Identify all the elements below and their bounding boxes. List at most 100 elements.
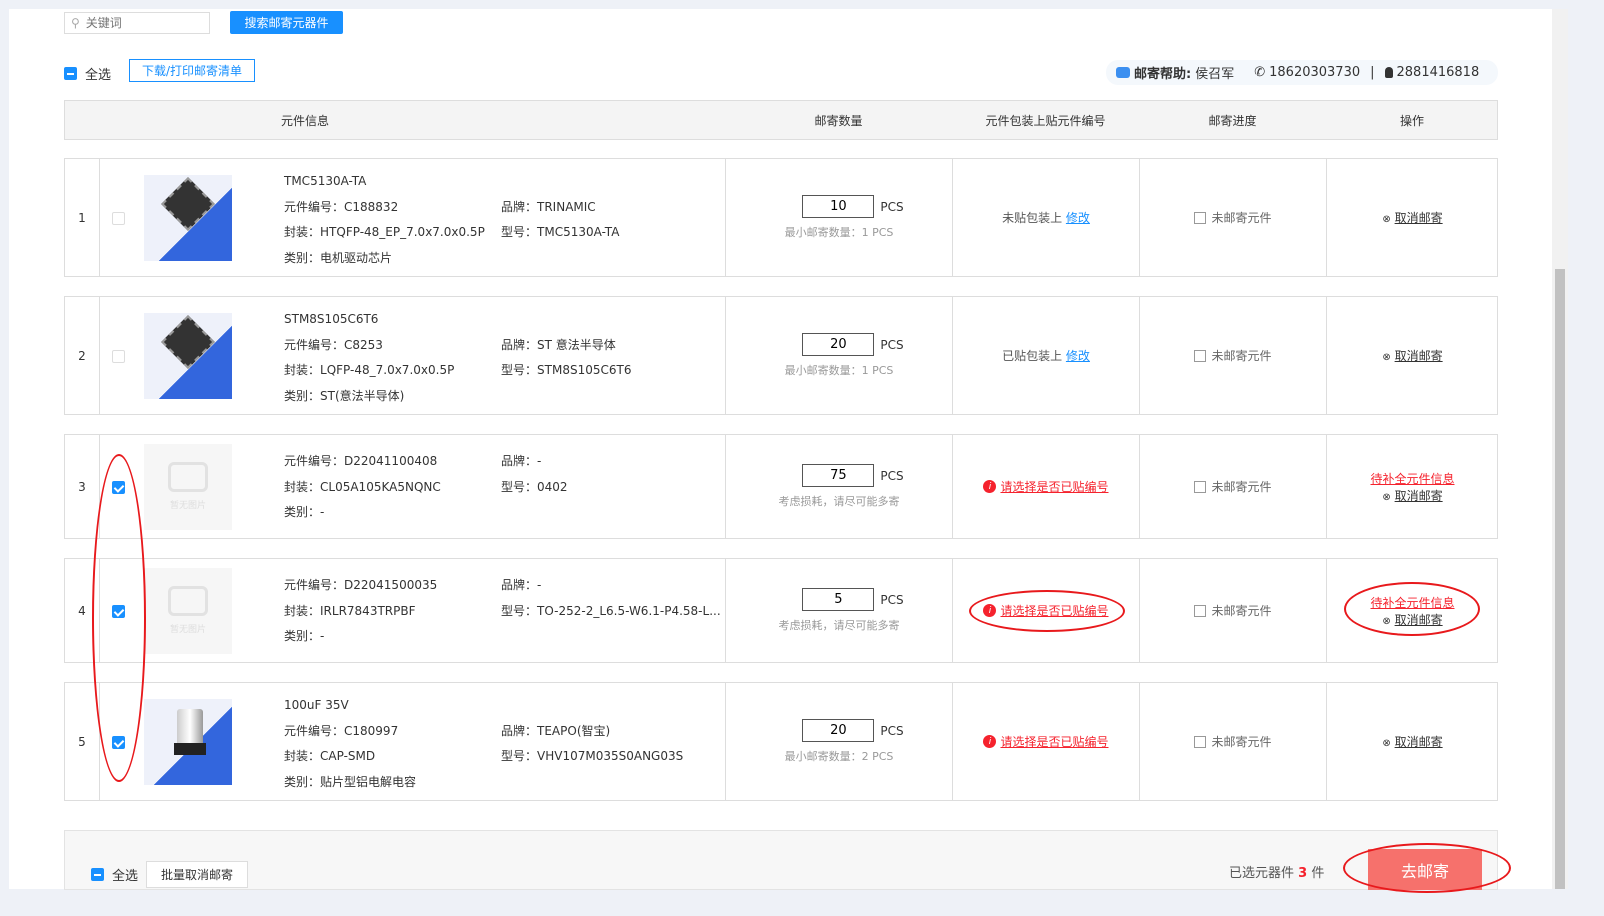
footer-select-all-label: 全选 <box>112 869 139 884</box>
box-icon <box>1194 480 1207 493</box>
row-checkbox[interactable] <box>112 211 125 225</box>
progress-cell: 未邮寄元件 <box>1139 159 1326 276</box>
label-status: 已贴包装上 <box>1002 349 1063 363</box>
select-all-checkbox[interactable] <box>64 67 77 80</box>
no-image-placeholder: 暂无图片 <box>144 567 232 654</box>
cancel-icon: ⊗ <box>1382 491 1391 503</box>
label-cell: i 请选择是否已贴编号 <box>952 683 1139 800</box>
choose-label-link[interactable]: 请选择是否已贴编号 <box>1000 480 1109 494</box>
annotation-ellipse-label <box>969 590 1125 632</box>
component-code: C180997 <box>344 723 399 738</box>
search-input[interactable] <box>85 16 196 30</box>
cancel-mail-link[interactable]: 取消邮寄 <box>1394 735 1443 749</box>
complete-info-link[interactable]: 待补全元件信息 <box>1370 471 1455 486</box>
ops-cell: ⊗ 取消邮寄 <box>1326 683 1498 800</box>
progress-status: 未邮寄元件 <box>1211 349 1272 363</box>
box-icon <box>1194 211 1207 224</box>
component-category: - <box>320 505 325 519</box>
qty-cell: PCS 考虑损耗，请尽可能多寄 <box>725 559 952 662</box>
row-index: 1 <box>78 210 86 225</box>
component-info: 元件编号：D22041100408 封装：CL05A105KA5NQNC 类别：… <box>284 454 441 519</box>
search-button[interactable]: 搜索邮寄元器件 <box>230 11 343 34</box>
product-image <box>144 174 232 261</box>
annotation-ellipse-checkboxes <box>92 454 146 782</box>
qty-input[interactable] <box>802 588 875 611</box>
progress-status: 未邮寄元件 <box>1211 480 1272 494</box>
component-title: STM8S105C6T6 <box>284 312 379 326</box>
qty-input[interactable] <box>802 195 875 218</box>
component-brand: TRINAMIC <box>537 199 596 214</box>
unit-label: PCS <box>880 592 904 607</box>
qty-cell: PCS 最小邮寄数量：1 PCS <box>725 159 952 276</box>
row-index: 5 <box>78 734 86 749</box>
unit-label: PCS <box>880 337 904 352</box>
box-icon <box>1194 604 1207 617</box>
choose-label-link[interactable]: 请选择是否已贴编号 <box>1000 735 1109 749</box>
qty-hint: 最小邮寄数量：1 PCS <box>784 226 894 239</box>
annotation-ellipse-go <box>1343 843 1511 893</box>
ops-cell: 待补全元件信息 ⊗ 取消邮寄 <box>1326 435 1498 538</box>
component-model: TMC5130A-TA <box>537 225 620 239</box>
product-image <box>144 312 232 399</box>
component-title: TMC5130A-TA <box>284 174 367 188</box>
help-bar: 邮寄帮助: 侯召军 ✆ 18620303730 | 2881416818 <box>1106 60 1498 85</box>
chat-icon <box>1116 67 1130 78</box>
header-info: 元件信息 <box>280 113 329 128</box>
component-category: 电机驱动芯片 <box>320 250 393 265</box>
table-row: 2 STM8S105C6T6 元件编号：C8253 封装：LQFP-48_7.0… <box>64 296 1498 415</box>
batch-cancel-button[interactable]: 批量取消邮寄 <box>146 861 249 888</box>
header-progress: 邮寄进度 <box>1208 113 1257 128</box>
component-category: - <box>320 629 325 643</box>
cancel-icon: ⊗ <box>1382 214 1391 225</box>
qty-input[interactable] <box>802 333 875 356</box>
header-label: 元件包装上贴元件编号 <box>985 113 1106 128</box>
component-package: LQFP-48_7.0x7.0x0.5P <box>320 363 455 377</box>
progress-status: 未邮寄元件 <box>1211 735 1272 749</box>
search-icon: ⚲ <box>71 16 80 30</box>
progress-cell: 未邮寄元件 <box>1139 683 1326 800</box>
qty-hint: 最小邮寄数量：1 PCS <box>784 364 894 377</box>
qty-hint: 考虑损耗，请尽可能多寄 <box>778 619 900 632</box>
component-info-2: 品牌：ST 意法半导体 型号：STM8S105C6T6 <box>501 337 632 378</box>
cancel-icon: ⊗ <box>1382 738 1391 749</box>
phone-icon: ✆ <box>1254 65 1266 80</box>
component-model: STM8S105C6T6 <box>537 363 632 377</box>
select-all[interactable]: 全选 <box>64 64 111 83</box>
download-list-button[interactable]: 下载/打印邮寄清单 <box>129 59 255 82</box>
edit-link[interactable]: 修改 <box>1065 211 1090 225</box>
header-qty: 邮寄数量 <box>814 113 863 128</box>
select-all-label: 全选 <box>85 68 112 83</box>
row-checkbox[interactable] <box>112 349 125 363</box>
box-icon <box>1194 349 1207 362</box>
component-model: TO-252-2_L6.5-W6.1-P4.58-L... <box>537 603 721 618</box>
progress-cell: 未邮寄元件 <box>1139 559 1326 662</box>
search-input-box[interactable]: ⚲ <box>64 12 210 34</box>
table-row: 5 100uF 35V 元件编号：C180997 封装：CAP-SMD 类别：贴… <box>64 682 1498 801</box>
cancel-icon: ⊗ <box>1382 352 1391 363</box>
component-code: C188832 <box>344 199 399 214</box>
selected-count: 3 <box>1298 866 1308 881</box>
component-info-2: 品牌：- 型号：0402 <box>501 454 568 494</box>
cancel-mail-link[interactable]: 取消邮寄 <box>1394 211 1443 225</box>
edit-link[interactable]: 修改 <box>1065 349 1090 363</box>
scrollbar[interactable] <box>1552 9 1568 889</box>
component-model: VHV107M035S0ANG03S <box>537 749 684 763</box>
footer-select-all-checkbox[interactable] <box>91 868 104 881</box>
label-status: 未贴包装上 <box>1002 211 1063 225</box>
cancel-mail-link[interactable]: 取消邮寄 <box>1394 488 1443 503</box>
component-category: 贴片型铝电解电容 <box>320 774 417 789</box>
footer-bar: 全选 批量取消邮寄 已选元器件 3 件 去邮寄 <box>64 830 1498 890</box>
qty-hint: 考虑损耗，请尽可能多寄 <box>778 495 900 508</box>
unit-label: PCS <box>880 723 904 738</box>
camera-icon <box>168 586 208 616</box>
component-package: HTQFP-48_EP_7.0x7.0x0.5P <box>320 225 485 239</box>
qty-input[interactable] <box>802 464 875 487</box>
table-row: 1 TMC5130A-TA 元件编号：C188832 封装：HTQFP-48_E… <box>64 158 1498 277</box>
cancel-mail-link[interactable]: 取消邮寄 <box>1394 349 1443 363</box>
qty-input[interactable] <box>802 719 875 742</box>
component-code: D22041100408 <box>344 454 438 468</box>
help-phone: 18620303730 <box>1269 65 1361 80</box>
scrollbar-thumb[interactable] <box>1555 269 1565 889</box>
error-icon: i <box>983 735 997 748</box>
qty-cell: PCS 考虑损耗，请尽可能多寄 <box>725 435 952 538</box>
